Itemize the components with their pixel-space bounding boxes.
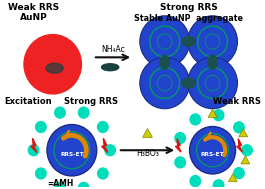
- Polygon shape: [143, 129, 152, 137]
- Ellipse shape: [101, 64, 119, 71]
- Circle shape: [175, 133, 186, 143]
- Text: Excitation: Excitation: [4, 97, 52, 106]
- Polygon shape: [239, 129, 248, 137]
- Circle shape: [36, 168, 46, 179]
- Text: NH₄Ac: NH₄Ac: [101, 45, 125, 54]
- Circle shape: [24, 35, 81, 94]
- Circle shape: [36, 122, 46, 132]
- Circle shape: [140, 57, 189, 109]
- Text: RRS-ET: RRS-ET: [201, 152, 224, 157]
- Text: Weak RRS: Weak RRS: [8, 3, 59, 12]
- Circle shape: [28, 145, 39, 156]
- Circle shape: [190, 176, 201, 187]
- Circle shape: [242, 145, 252, 156]
- Polygon shape: [175, 139, 181, 152]
- Circle shape: [98, 122, 108, 132]
- Circle shape: [188, 57, 237, 109]
- Circle shape: [189, 126, 236, 174]
- Ellipse shape: [160, 55, 170, 69]
- Circle shape: [213, 110, 224, 121]
- Circle shape: [55, 182, 65, 189]
- Ellipse shape: [182, 78, 195, 88]
- Polygon shape: [208, 109, 217, 117]
- Circle shape: [98, 168, 108, 179]
- Circle shape: [105, 145, 116, 156]
- Ellipse shape: [46, 63, 63, 73]
- Circle shape: [78, 182, 89, 189]
- Circle shape: [234, 122, 244, 133]
- Circle shape: [55, 107, 65, 118]
- Circle shape: [175, 157, 186, 168]
- Text: Stable AuNP  aggregate: Stable AuNP aggregate: [134, 14, 243, 23]
- Circle shape: [78, 107, 89, 118]
- Polygon shape: [101, 138, 108, 153]
- Polygon shape: [31, 138, 37, 153]
- Circle shape: [234, 168, 244, 179]
- Text: RRS-ET: RRS-ET: [60, 152, 84, 157]
- Ellipse shape: [208, 55, 217, 69]
- Text: Weak RRS: Weak RRS: [213, 97, 260, 106]
- Circle shape: [140, 16, 189, 67]
- Circle shape: [188, 16, 237, 67]
- Polygon shape: [241, 156, 250, 164]
- Polygon shape: [228, 174, 237, 182]
- Circle shape: [213, 180, 224, 189]
- Text: Strong RRS: Strong RRS: [64, 97, 118, 106]
- Text: AuNP: AuNP: [20, 13, 47, 22]
- Circle shape: [190, 114, 201, 125]
- Ellipse shape: [182, 36, 195, 46]
- Circle shape: [47, 125, 97, 176]
- Text: =AMH: =AMH: [47, 179, 74, 188]
- Polygon shape: [237, 139, 242, 152]
- Text: Strong RRS: Strong RRS: [160, 3, 218, 12]
- Text: H₃BO₃: H₃BO₃: [136, 149, 159, 158]
